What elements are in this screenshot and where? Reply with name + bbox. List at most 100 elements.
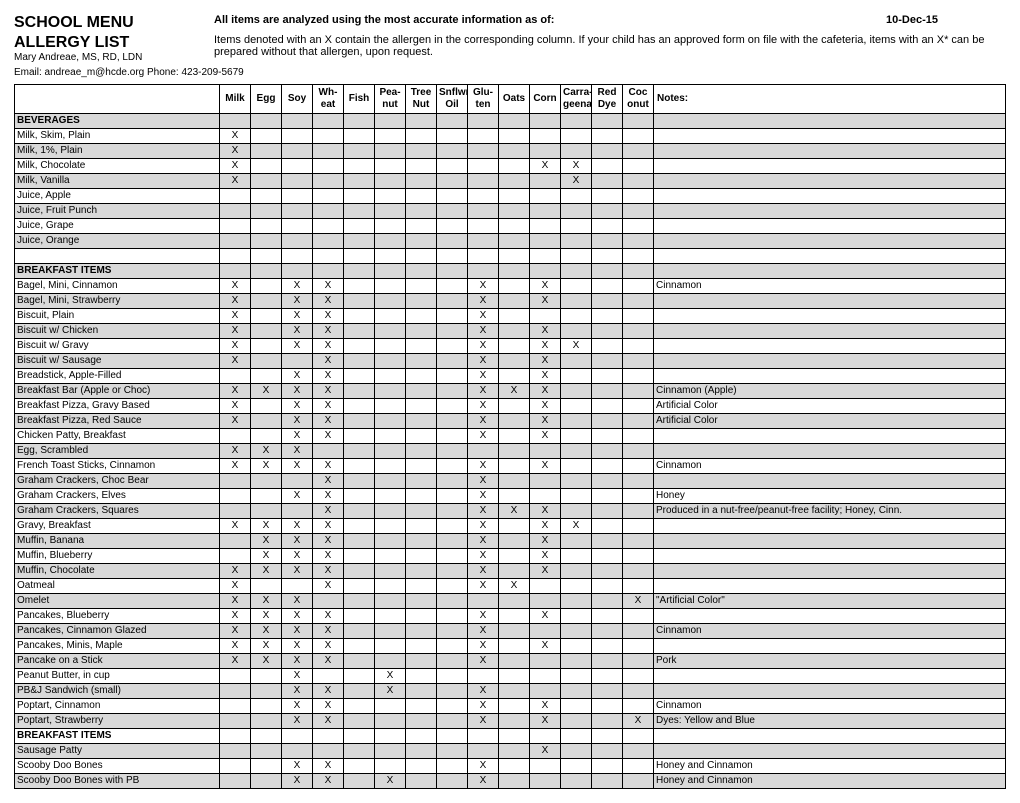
cell-allergen — [251, 324, 282, 339]
th-col-2: Soy — [282, 85, 313, 114]
cell-allergen — [623, 414, 654, 429]
cell-allergen: X — [530, 369, 561, 384]
cell-allergen — [437, 684, 468, 699]
cell-allergen: X — [313, 519, 344, 534]
cell-allergen — [623, 324, 654, 339]
cell-allergen — [220, 204, 251, 219]
cell-allergen: X — [282, 624, 313, 639]
cell-allergen: X — [282, 564, 313, 579]
cell-allergen: X — [468, 639, 499, 654]
cell-allergen: X — [313, 489, 344, 504]
cell-allergen: X — [313, 504, 344, 519]
cell-allergen: X — [220, 609, 251, 624]
cell-allergen — [220, 759, 251, 774]
cell-allergen — [375, 144, 406, 159]
cell-allergen — [592, 579, 623, 594]
cell-allergen: X — [282, 759, 313, 774]
table-row: Breakfast Pizza, Gravy BasedXXXXXArtific… — [15, 399, 1006, 414]
cell-allergen — [251, 204, 282, 219]
cell-allergen — [561, 534, 592, 549]
cell-allergen — [406, 264, 437, 279]
cell-allergen — [344, 774, 375, 789]
cell-allergen — [375, 489, 406, 504]
cell-allergen — [561, 699, 592, 714]
cell-allergen: X — [313, 624, 344, 639]
cell-allergen — [499, 264, 530, 279]
cell-allergen — [406, 429, 437, 444]
cell-allergen — [623, 174, 654, 189]
cell-allergen — [375, 729, 406, 744]
cell-allergen: X — [282, 459, 313, 474]
cell-allergen — [375, 204, 406, 219]
cell-allergen — [437, 414, 468, 429]
cell-allergen — [623, 264, 654, 279]
cell-allergen — [375, 129, 406, 144]
cell-allergen — [406, 444, 437, 459]
cell-allergen: X — [468, 624, 499, 639]
cell-allergen — [220, 429, 251, 444]
cell-allergen — [561, 369, 592, 384]
th-col-3: Wh-eat — [313, 85, 344, 114]
cell-allergen — [437, 369, 468, 384]
cell-name: Juice, Grape — [15, 219, 220, 234]
cell-allergen — [623, 144, 654, 159]
cell-allergen — [499, 654, 530, 669]
cell-allergen — [623, 534, 654, 549]
cell-allergen: X — [220, 399, 251, 414]
table-row: Graham Crackers, Choc BearXX — [15, 474, 1006, 489]
cell-allergen — [623, 759, 654, 774]
cell-allergen — [561, 204, 592, 219]
cell-allergen — [530, 774, 561, 789]
cell-allergen — [623, 294, 654, 309]
table-row: Bagel, Mini, StrawberryXXXXX — [15, 294, 1006, 309]
cell-allergen — [623, 234, 654, 249]
cell-allergen — [437, 429, 468, 444]
cell-allergen — [499, 714, 530, 729]
cell-name: Muffin, Banana — [15, 534, 220, 549]
cell-name: Muffin, Blueberry — [15, 549, 220, 564]
cell-allergen — [437, 654, 468, 669]
cell-allergen — [499, 414, 530, 429]
cell-allergen — [406, 594, 437, 609]
table-row: Biscuit, PlainXXXX — [15, 309, 1006, 324]
table-row: Bagel, Mini, CinnamonXXXXXCinnamon — [15, 279, 1006, 294]
cell-allergen — [406, 504, 437, 519]
cell-allergen — [375, 594, 406, 609]
cell-allergen — [623, 309, 654, 324]
cell-allergen — [313, 174, 344, 189]
cell-allergen — [592, 459, 623, 474]
cell-allergen — [499, 324, 530, 339]
cell-allergen — [499, 159, 530, 174]
cell-allergen — [406, 729, 437, 744]
cell-notes — [654, 579, 1006, 594]
table-row: Breakfast Bar (Apple or Choc)XXXXXXXCinn… — [15, 384, 1006, 399]
cell-allergen — [251, 429, 282, 444]
cell-allergen — [406, 564, 437, 579]
cell-allergen — [437, 204, 468, 219]
cell-allergen — [437, 639, 468, 654]
cell-name — [15, 249, 220, 264]
table-row: Breadstick, Apple-FilledXXXX — [15, 369, 1006, 384]
cell-notes: Produced in a nut-free/peanut-free facil… — [654, 504, 1006, 519]
cell-allergen — [344, 204, 375, 219]
cell-allergen — [623, 699, 654, 714]
cell-name: Muffin, Chocolate — [15, 564, 220, 579]
cell-allergen — [530, 759, 561, 774]
cell-allergen — [437, 564, 468, 579]
cell-allergen: X — [530, 609, 561, 624]
cell-allergen — [530, 309, 561, 324]
cell-allergen — [561, 654, 592, 669]
cell-allergen: X — [220, 129, 251, 144]
cell-allergen: X — [251, 534, 282, 549]
cell-allergen — [623, 579, 654, 594]
cell-notes — [654, 729, 1006, 744]
cell-allergen — [282, 264, 313, 279]
table-row: Breakfast Pizza, Red SauceXXXXXArtificia… — [15, 414, 1006, 429]
cell-allergen — [406, 384, 437, 399]
cell-allergen: X — [468, 534, 499, 549]
cell-allergen — [313, 249, 344, 264]
cell-allergen — [561, 114, 592, 129]
info-block-line1: All items are analyzed using the most ac… — [214, 14, 1006, 32]
cell-allergen — [282, 219, 313, 234]
cell-allergen: X — [251, 459, 282, 474]
